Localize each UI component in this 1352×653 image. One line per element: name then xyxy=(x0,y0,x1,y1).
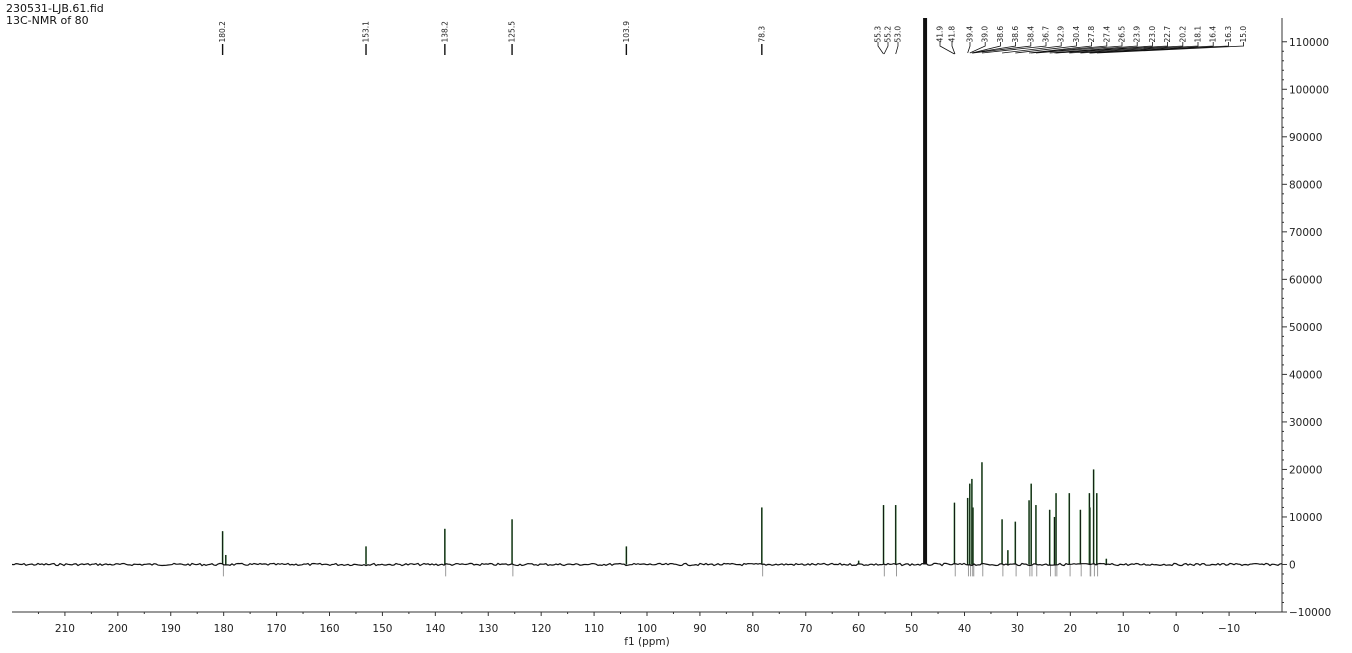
peak-label: 27.8 xyxy=(1087,26,1096,43)
peak-label: 53.0 xyxy=(894,26,903,43)
x-tick-label: 110 xyxy=(584,623,604,635)
spectrum-title: 13C-NMR of 80 xyxy=(6,14,89,27)
peak-label: 39.0 xyxy=(981,26,990,43)
peak-label: 38.6 xyxy=(1011,26,1020,43)
peak-label: 125.5 xyxy=(508,21,517,43)
peak-label: 55.3 xyxy=(874,26,883,43)
peak-label-leader xyxy=(1049,42,1138,54)
peak-label: 103.9 xyxy=(622,21,631,43)
peak-label-leader xyxy=(1089,42,1229,54)
y-tick-label: 80000 xyxy=(1289,179,1322,191)
x-tick-label: 0 xyxy=(1173,623,1180,635)
x-tick-label: 70 xyxy=(799,623,812,635)
peak-labels: 180.2 153.1 138.2 125.5 103.9 78.3 55.3 55.2 53.… xyxy=(218,21,1248,55)
peak-label-leader xyxy=(1035,42,1123,54)
peak-label: 138.2 xyxy=(440,21,449,43)
peak-label: 38.4 xyxy=(1026,26,1035,43)
peak-label-leader xyxy=(895,42,899,55)
x-tick-label: 10 xyxy=(1117,623,1130,635)
peak-label: 55.2 xyxy=(884,26,893,43)
x-tick-label: 160 xyxy=(319,623,339,635)
spectrum-peaks xyxy=(221,18,1108,565)
x-tick-label: 20 xyxy=(1064,623,1077,635)
peak-label: 23.0 xyxy=(1148,26,1157,43)
peak-label: 36.7 xyxy=(1042,26,1051,43)
y-tick-label: 30000 xyxy=(1289,417,1322,429)
peak-label-leader xyxy=(1069,42,1184,54)
peak-label: 38.6 xyxy=(996,26,1005,43)
spectrum-file-name: 230531-LJB.61.fid xyxy=(6,2,104,15)
peak-label-leader xyxy=(1002,42,1062,54)
x-tick-label: 150 xyxy=(372,623,392,635)
spectrum-baseline xyxy=(11,562,1283,567)
peak-label: 20.2 xyxy=(1178,26,1187,43)
peak-label: 16.3 xyxy=(1224,26,1233,43)
peak-label-leader xyxy=(1080,42,1199,54)
peak-label: 30.4 xyxy=(1072,26,1081,43)
peak-label-leader xyxy=(939,42,955,55)
peak-label-leader xyxy=(971,42,1001,54)
y-tick-label: 100000 xyxy=(1289,84,1329,96)
x-tick-label: 200 xyxy=(108,623,128,635)
x-tick-label: 30 xyxy=(1011,623,1024,635)
peak-label-leader xyxy=(981,42,1047,54)
peak-label: 41.8 xyxy=(948,26,957,43)
peak-label-leader xyxy=(1015,42,1077,54)
peak-label-leader xyxy=(951,42,956,55)
y-tick-label: −10000 xyxy=(1289,607,1331,619)
peak-label: 26.5 xyxy=(1118,26,1127,43)
x-tick-label: 210 xyxy=(55,623,75,635)
peak-label: 16.4 xyxy=(1209,26,1218,43)
y-tick-label: 70000 xyxy=(1289,227,1322,239)
peak-label-leader xyxy=(969,42,986,54)
peak-label-leader xyxy=(967,42,971,54)
peak-label: 180.2 xyxy=(218,21,227,43)
ghost-peaks xyxy=(222,564,1099,577)
y-tick-label: 50000 xyxy=(1289,322,1322,334)
peak-label: 41.9 xyxy=(936,26,945,43)
peak-label-leader xyxy=(877,42,884,55)
peak-label-leader xyxy=(1056,42,1168,54)
x-tick-label: 80 xyxy=(746,623,759,635)
peak-label: 153.1 xyxy=(362,21,371,43)
peak-label: 23.9 xyxy=(1133,26,1142,43)
y-tick-label: 40000 xyxy=(1289,369,1322,381)
plot-frame xyxy=(12,18,1283,613)
x-tick-label: 100 xyxy=(637,623,657,635)
x-axis: 210 200 190 180 170 160 150 140 130 120 110 100 90 80… xyxy=(37,612,1257,635)
x-tick-label: 60 xyxy=(852,623,865,635)
peak-label: 39.4 xyxy=(966,26,975,43)
x-axis-label: f1 (ppm) xyxy=(624,636,669,648)
x-tick-label: 120 xyxy=(531,623,551,635)
peak-label-leader xyxy=(1031,42,1108,54)
y-tick-label: 0 xyxy=(1289,559,1296,571)
peak-label: 27.4 xyxy=(1102,26,1111,43)
x-tick-label: 40 xyxy=(958,623,971,635)
peak-label: 15.0 xyxy=(1239,26,1248,43)
x-tick-label: 170 xyxy=(267,623,287,635)
peak-label-leader xyxy=(971,42,1016,54)
peak-label: 22.7 xyxy=(1163,26,1172,43)
y-tick-label: 90000 xyxy=(1289,132,1322,144)
y-tick-label: 10000 xyxy=(1289,512,1322,524)
peak-label-leader xyxy=(1029,42,1092,54)
x-tick-label: 190 xyxy=(161,623,181,635)
peak-label: 18.1 xyxy=(1194,26,1203,43)
y-axis: −10000 0 10000 20000 30000 40000 50000 60000 700… xyxy=(1282,37,1331,619)
peak-label-leader xyxy=(1096,42,1244,54)
peak-label: 78.3 xyxy=(757,26,766,43)
x-tick-label: 180 xyxy=(214,623,234,635)
y-tick-label: 60000 xyxy=(1289,274,1322,286)
peak-label-leader xyxy=(883,42,889,55)
x-tick-label: 130 xyxy=(478,623,498,635)
x-tick-label: 90 xyxy=(693,623,706,635)
y-tick-label: 110000 xyxy=(1289,37,1329,49)
peak-label-leader xyxy=(972,42,1032,54)
peak-label: 32.9 xyxy=(1057,26,1066,43)
x-tick-label: 140 xyxy=(425,623,445,635)
x-tick-label: −10 xyxy=(1218,623,1240,635)
x-tick-label: 50 xyxy=(905,623,918,635)
y-tick-label: 20000 xyxy=(1289,464,1322,476)
